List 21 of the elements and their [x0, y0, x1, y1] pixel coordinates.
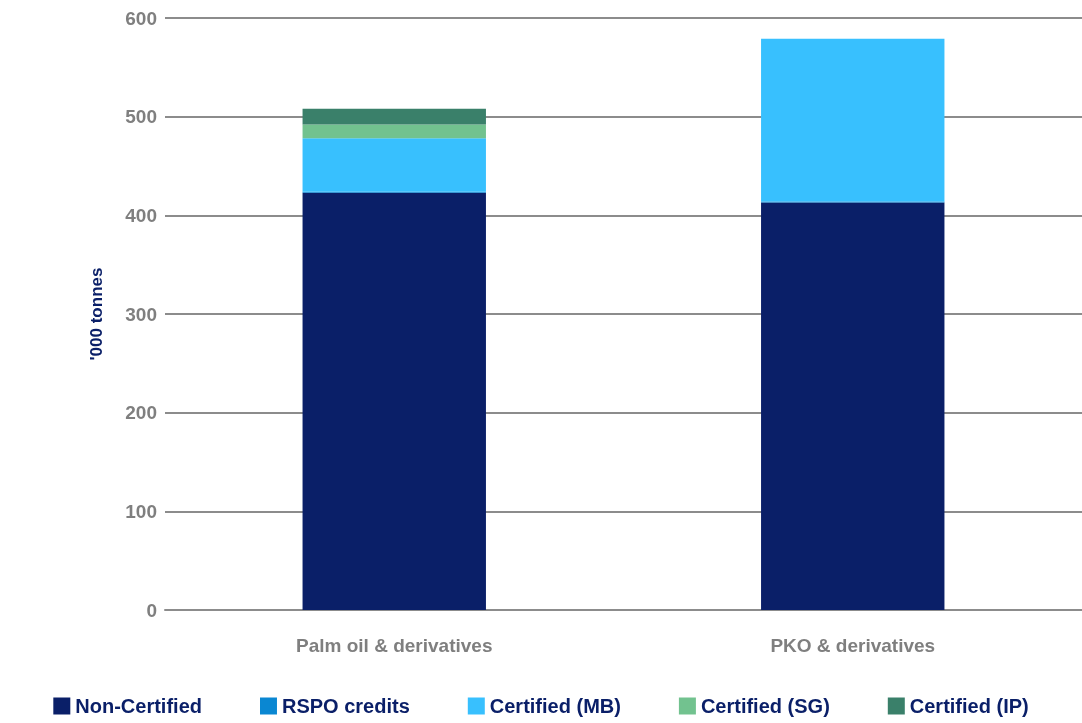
- y-axis-title: '000 tonnes: [87, 267, 106, 361]
- bar: [761, 38, 945, 202]
- y-tick-label: 200: [125, 402, 157, 424]
- bar: [302, 124, 486, 139]
- bar: [302, 192, 486, 610]
- bar: [761, 202, 945, 610]
- y-tick-label: 500: [125, 106, 157, 128]
- legend-label: RSPO credits: [281, 695, 410, 717]
- y-tick-label: 600: [125, 7, 157, 29]
- x-tick-label: PKO & derivatives: [770, 635, 936, 656]
- y-tick-label: 0: [146, 599, 157, 621]
- legend-label: Certified (MB): [489, 695, 621, 717]
- y-tick-label: 100: [125, 500, 157, 522]
- x-tick-label: Palm oil & derivatives: [296, 635, 493, 656]
- legend-label: Non-Certified: [75, 695, 202, 717]
- legend-label: Certified (IP): [909, 695, 1029, 717]
- bar: [302, 138, 486, 192]
- legend-label: Certified (SG): [700, 695, 830, 717]
- y-tick-label: 400: [125, 204, 157, 226]
- y-tick-label: 300: [125, 303, 157, 325]
- bar: [302, 108, 486, 125]
